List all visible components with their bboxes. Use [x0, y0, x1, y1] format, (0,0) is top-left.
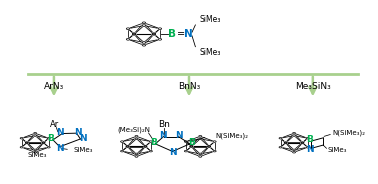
- Circle shape: [132, 33, 136, 35]
- Circle shape: [34, 132, 37, 134]
- Text: N: N: [56, 128, 64, 137]
- Circle shape: [47, 137, 50, 139]
- Circle shape: [126, 38, 130, 40]
- Circle shape: [142, 42, 146, 43]
- Text: N: N: [79, 135, 87, 144]
- Circle shape: [135, 135, 138, 137]
- Circle shape: [284, 142, 287, 143]
- Circle shape: [184, 141, 187, 142]
- Circle shape: [184, 150, 187, 152]
- Text: N(SiMe₃)₂: N(SiMe₃)₂: [215, 132, 248, 139]
- Circle shape: [132, 33, 136, 35]
- Circle shape: [34, 135, 37, 136]
- Circle shape: [158, 38, 162, 40]
- Text: N: N: [56, 144, 64, 153]
- Circle shape: [279, 137, 282, 139]
- Circle shape: [190, 146, 193, 147]
- Circle shape: [199, 156, 202, 157]
- Text: B: B: [150, 138, 157, 147]
- Circle shape: [152, 33, 156, 35]
- Circle shape: [142, 22, 146, 24]
- Text: N: N: [159, 131, 167, 140]
- Circle shape: [34, 152, 37, 153]
- Circle shape: [121, 141, 124, 142]
- Circle shape: [208, 146, 211, 147]
- Text: BnN₃: BnN₃: [178, 82, 200, 91]
- Text: B: B: [47, 134, 54, 143]
- Circle shape: [34, 149, 37, 151]
- Text: SiMe₃: SiMe₃: [328, 147, 347, 153]
- Circle shape: [293, 132, 296, 134]
- Circle shape: [20, 146, 23, 148]
- Circle shape: [213, 141, 216, 142]
- Circle shape: [199, 153, 202, 155]
- Text: SiMe₃: SiMe₃: [199, 48, 220, 57]
- Circle shape: [149, 150, 152, 152]
- Circle shape: [42, 142, 45, 143]
- Text: B: B: [307, 135, 313, 144]
- Circle shape: [279, 146, 282, 148]
- Circle shape: [199, 135, 202, 137]
- Text: N: N: [175, 131, 183, 140]
- Text: N(SiMe₃)₂: N(SiMe₃)₂: [333, 130, 366, 137]
- Text: N: N: [184, 29, 193, 39]
- Text: (Me₃Si)₂N: (Me₃Si)₂N: [117, 126, 150, 133]
- Circle shape: [149, 141, 152, 142]
- Circle shape: [135, 138, 138, 140]
- Circle shape: [121, 150, 124, 152]
- Text: Me₃SiN₃: Me₃SiN₃: [295, 82, 331, 91]
- Circle shape: [126, 146, 129, 147]
- Text: B: B: [188, 138, 195, 147]
- Circle shape: [25, 142, 28, 144]
- Circle shape: [144, 145, 147, 147]
- Circle shape: [301, 142, 304, 144]
- Circle shape: [47, 146, 50, 148]
- Circle shape: [142, 44, 146, 46]
- Circle shape: [199, 138, 202, 140]
- Text: N: N: [169, 148, 177, 157]
- Circle shape: [152, 33, 156, 35]
- Text: SiMe₃: SiMe₃: [27, 152, 47, 158]
- Circle shape: [135, 156, 138, 157]
- Text: Bn: Bn: [158, 120, 170, 129]
- Text: Ar: Ar: [50, 120, 59, 129]
- Circle shape: [213, 150, 216, 152]
- Circle shape: [144, 146, 147, 147]
- Text: N: N: [306, 145, 314, 154]
- Circle shape: [126, 28, 130, 30]
- Circle shape: [208, 145, 211, 147]
- Circle shape: [306, 146, 309, 148]
- Circle shape: [142, 25, 146, 26]
- Circle shape: [306, 137, 309, 139]
- Circle shape: [293, 152, 296, 153]
- Circle shape: [301, 142, 304, 143]
- Text: N: N: [74, 128, 82, 137]
- Text: B: B: [168, 29, 176, 39]
- Circle shape: [284, 142, 287, 144]
- Circle shape: [190, 145, 193, 147]
- Circle shape: [126, 145, 129, 147]
- Circle shape: [20, 137, 23, 139]
- Circle shape: [42, 142, 45, 144]
- Circle shape: [158, 28, 162, 30]
- Text: =: =: [177, 29, 185, 39]
- Text: SiMe₃: SiMe₃: [74, 147, 93, 153]
- Circle shape: [293, 135, 296, 136]
- Circle shape: [135, 153, 138, 155]
- Circle shape: [25, 142, 28, 143]
- Text: SiMe₃: SiMe₃: [199, 15, 220, 24]
- Text: ArN₃: ArN₃: [44, 82, 64, 91]
- Circle shape: [293, 149, 296, 151]
